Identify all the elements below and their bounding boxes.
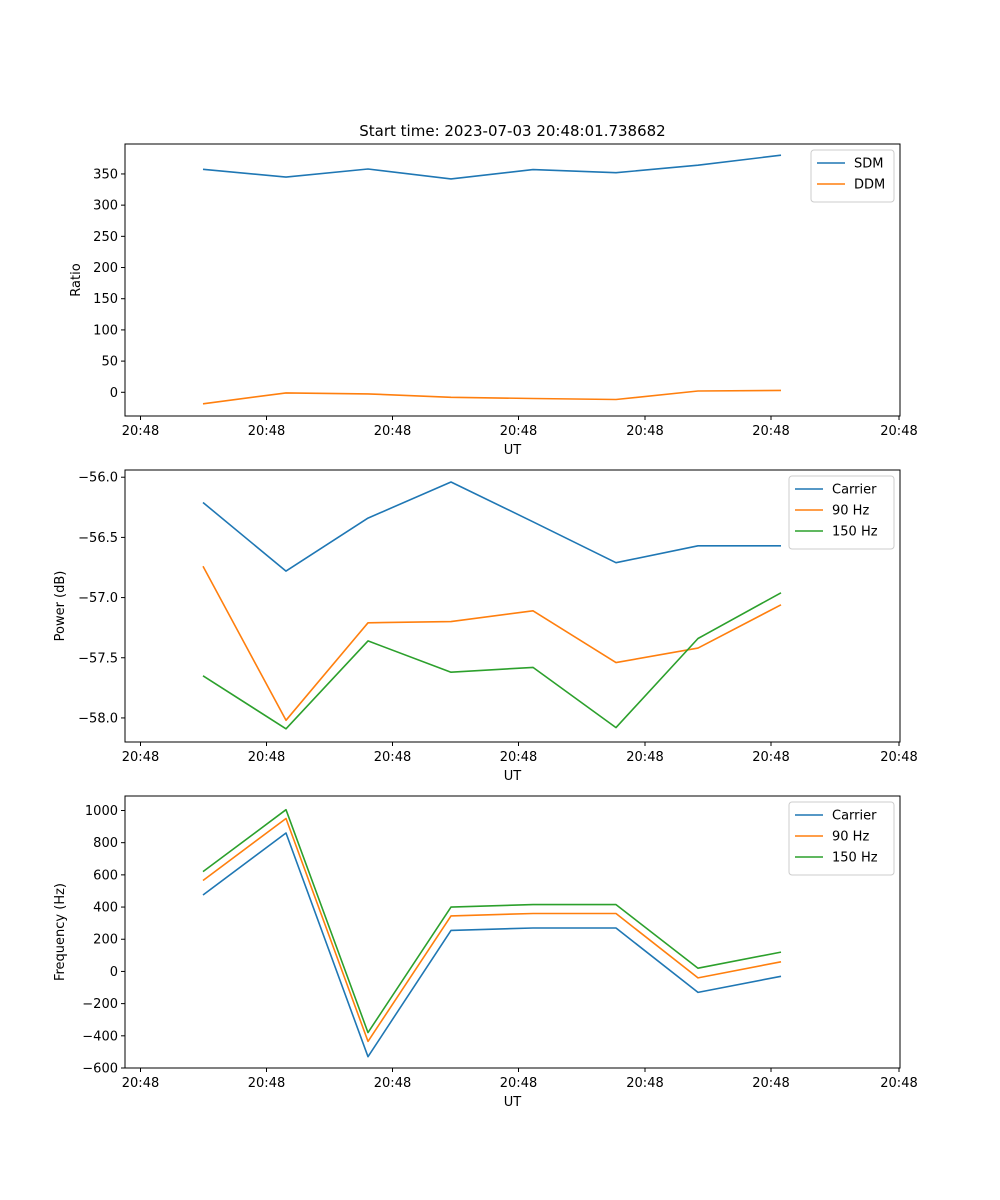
x-axis-label: UT <box>504 769 522 784</box>
y-tick-label: 200 <box>93 933 118 948</box>
legend-label: SDM <box>854 157 883 172</box>
x-tick-label: 20:48 <box>374 424 411 439</box>
x-tick-label: 20:48 <box>374 750 411 765</box>
plot-frame <box>124 795 901 1069</box>
x-tick-label: 20:48 <box>374 1076 411 1091</box>
y-tick-label: 200 <box>93 261 118 276</box>
y-tick-label: −600 <box>82 1062 118 1077</box>
y-tick-label: 1000 <box>85 804 118 819</box>
y-tick-label: −56.0 <box>78 471 118 486</box>
x-tick-label: 20:48 <box>880 1076 917 1091</box>
chart-panel-3: 20:48 20:48 20:48 20:48 20:48 20:48 20:48 UT −60… <box>53 795 918 1110</box>
x-tick-label: 20:48 <box>500 1076 537 1091</box>
x-tick-label: 20:48 <box>880 424 917 439</box>
x-axis-label: UT <box>504 443 522 458</box>
x-tick-label: 20:48 <box>626 750 663 765</box>
x-tick-label: 20:48 <box>122 424 159 439</box>
x-tick-label: 20:48 <box>248 750 285 765</box>
x-tick-label: 20:48 <box>122 1076 159 1091</box>
y-tick-label: 150 <box>93 292 118 307</box>
series-line-90-hz <box>202 565 782 722</box>
y-tick-label: 0 <box>110 965 118 980</box>
plot-frame <box>124 469 901 743</box>
series-line-150-hz <box>202 592 782 730</box>
legend-label: 150 Hz <box>832 525 878 540</box>
y-tick-label: 0 <box>110 386 118 401</box>
y-axis-label: Frequency (Hz) <box>53 883 68 981</box>
x-tick-label: 20:48 <box>500 424 537 439</box>
y-tick-label: 100 <box>93 323 118 338</box>
legend-label: DDM <box>854 178 885 193</box>
chart-panel-2: 20:48 20:48 20:48 20:48 20:48 20:48 20:48 UT −58… <box>53 469 918 784</box>
y-tick-label: 600 <box>93 868 118 883</box>
legend-label: Carrier <box>832 809 877 824</box>
x-tick-label: 20:48 <box>500 750 537 765</box>
series-line-ddm <box>202 389 782 405</box>
y-tick-label: 300 <box>93 199 118 214</box>
y-tick-label: −57.0 <box>78 591 118 606</box>
y-tick-label: −57.5 <box>78 651 118 666</box>
legend-label: 90 Hz <box>832 504 869 519</box>
x-tick-label: 20:48 <box>626 1076 663 1091</box>
series-line-150-hz <box>202 808 782 1034</box>
legend: SDM DDM <box>810 149 895 203</box>
y-tick-label: 400 <box>93 901 118 916</box>
series-line-sdm <box>202 154 782 180</box>
x-tick-label: 20:48 <box>626 424 663 439</box>
x-tick-label: 20:48 <box>752 424 789 439</box>
series-line-90-hz <box>202 817 782 1043</box>
plot-frame <box>124 143 901 417</box>
legend: Carrier 90 Hz 150 Hz <box>788 475 895 550</box>
y-axis-label: Ratio <box>69 263 84 296</box>
y-tick-label: −56.5 <box>78 531 118 546</box>
figure-title: Start time: 2023-07-03 20:48:01.738682 <box>359 122 665 140</box>
x-tick-label: 20:48 <box>122 750 159 765</box>
x-tick-label: 20:48 <box>248 424 285 439</box>
legend: Carrier 90 Hz 150 Hz <box>788 801 895 876</box>
x-tick-label: 20:48 <box>880 750 917 765</box>
x-tick-label: 20:48 <box>752 750 789 765</box>
series-line-carrier <box>202 481 781 572</box>
x-tick-label: 20:48 <box>248 1076 285 1091</box>
chart-panel-1: 20:48 20:48 20:48 20:48 20:48 20:48 20:48 UT 0 50… <box>69 143 918 458</box>
x-axis-label: UT <box>504 1095 522 1110</box>
y-axis-label: Power (dB) <box>53 571 68 642</box>
y-tick-label: 50 <box>101 355 118 370</box>
legend-label: 90 Hz <box>832 830 869 845</box>
y-tick-label: −400 <box>82 1029 118 1044</box>
y-tick-label: 800 <box>93 836 118 851</box>
panels: 20:48 20:48 20:48 20:48 20:48 20:48 20:48 UT 0 50… <box>53 143 918 1110</box>
legend-label: 150 Hz <box>832 851 878 866</box>
legend-label: Carrier <box>832 483 877 498</box>
x-tick-label: 20:48 <box>752 1076 789 1091</box>
series-line-carrier <box>202 832 782 1058</box>
y-tick-label: 350 <box>93 167 118 182</box>
y-tick-label: −58.0 <box>78 711 118 726</box>
y-tick-label: −200 <box>82 997 118 1012</box>
y-tick-label: 250 <box>93 230 118 245</box>
